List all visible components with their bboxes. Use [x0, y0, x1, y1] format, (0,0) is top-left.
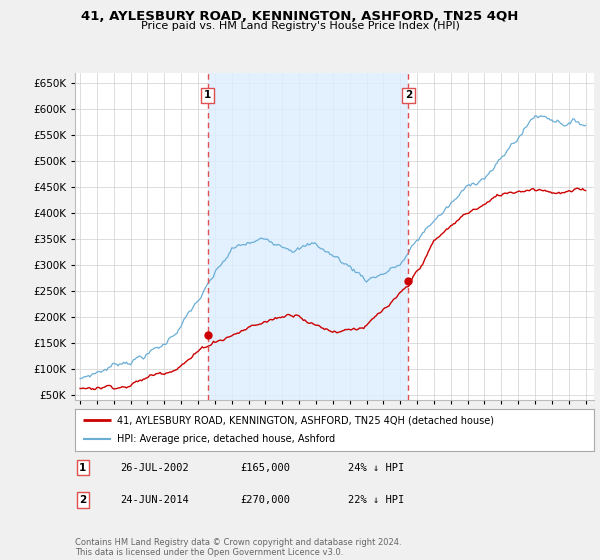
Text: £270,000: £270,000 [240, 495, 290, 505]
Bar [208, 73, 409, 400]
Text: 41, AYLESBURY ROAD, KENNINGTON, ASHFORD, TN25 4QH (detached house): 41, AYLESBURY ROAD, KENNINGTON, ASHFORD,… [116, 415, 494, 425]
Text: HPI: Average price, detached house, Ashford: HPI: Average price, detached house, Ashf… [116, 435, 335, 445]
Text: £165,000: £165,000 [240, 463, 290, 473]
Text: Price paid vs. HM Land Registry's House Price Index (HPI): Price paid vs. HM Land Registry's House … [140, 21, 460, 31]
Text: Contains HM Land Registry data © Crown copyright and database right 2024.
This d: Contains HM Land Registry data © Crown c… [75, 538, 401, 557]
Text: 26-JUL-2002: 26-JUL-2002 [120, 463, 189, 473]
Text: 22% ↓ HPI: 22% ↓ HPI [348, 495, 404, 505]
Text: 2: 2 [404, 91, 412, 100]
Text: 1: 1 [204, 91, 211, 100]
Text: 2: 2 [79, 495, 86, 505]
Text: 41, AYLESBURY ROAD, KENNINGTON, ASHFORD, TN25 4QH: 41, AYLESBURY ROAD, KENNINGTON, ASHFORD,… [82, 10, 518, 22]
Text: 1: 1 [79, 463, 86, 473]
Text: 24-JUN-2014: 24-JUN-2014 [120, 495, 189, 505]
Text: 24% ↓ HPI: 24% ↓ HPI [348, 463, 404, 473]
